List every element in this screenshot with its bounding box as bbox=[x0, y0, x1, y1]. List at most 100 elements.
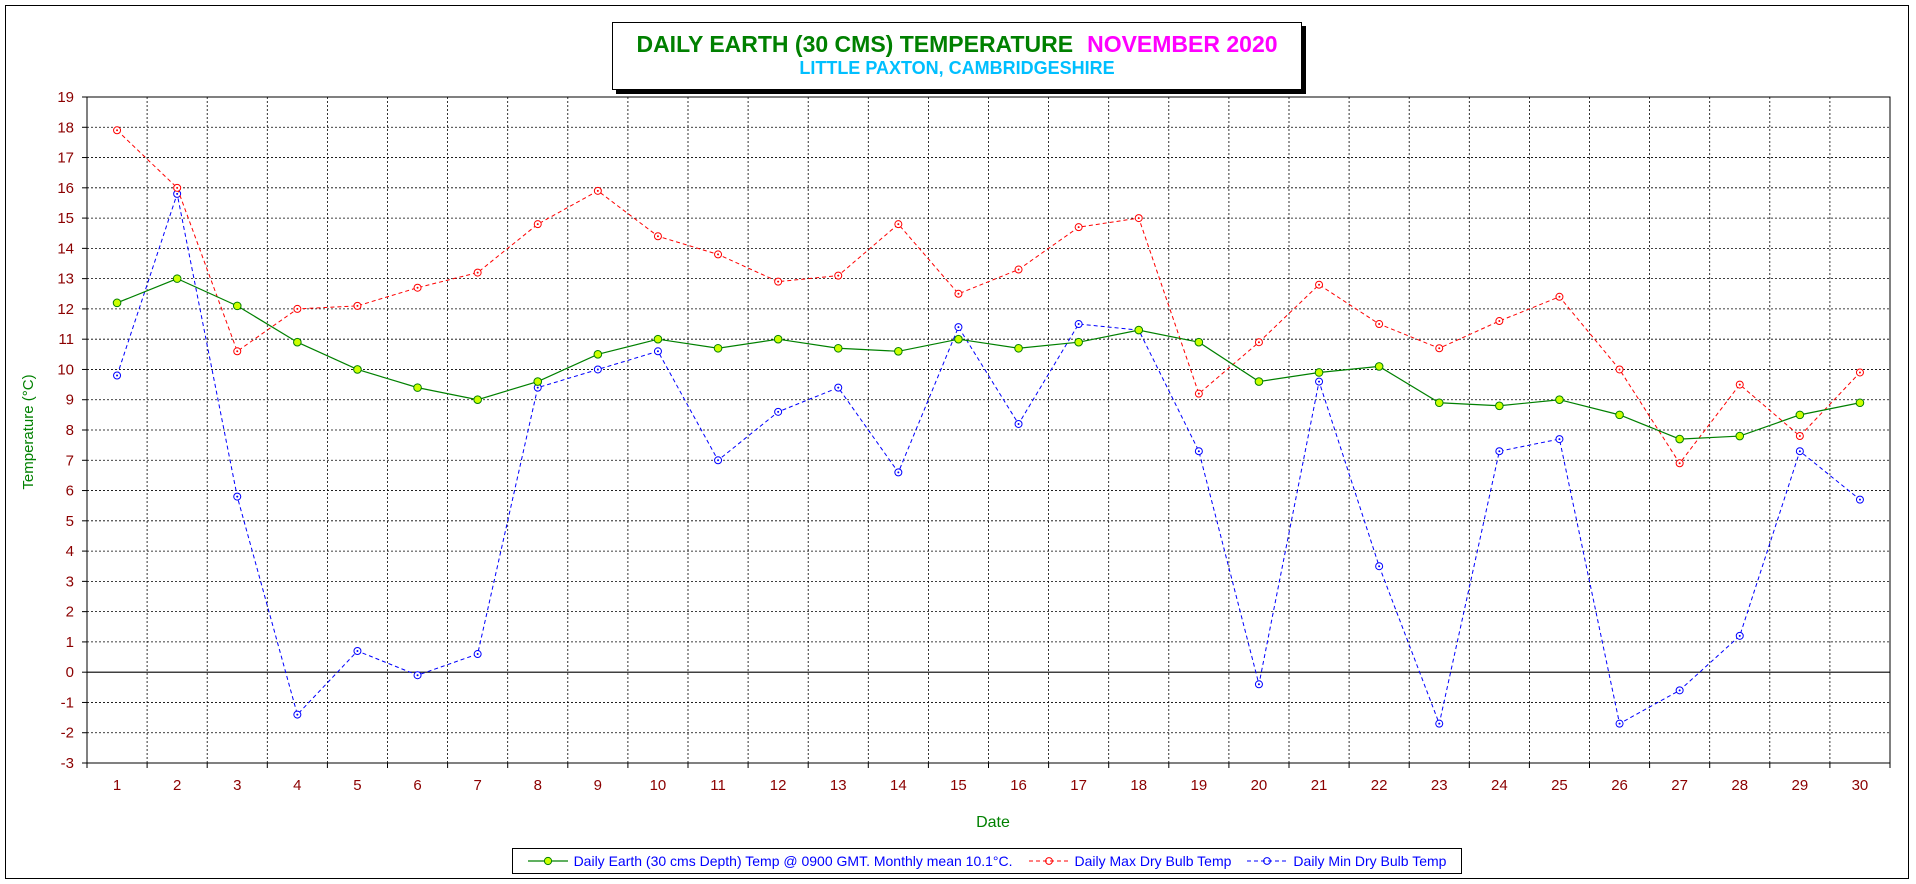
y-tick-label: 8 bbox=[66, 422, 74, 439]
data-point-earth-temp bbox=[112, 298, 122, 308]
x-tick-label: 7 bbox=[473, 777, 481, 794]
data-point-center-min-dry-bulb bbox=[897, 471, 900, 474]
data-point-earth-temp bbox=[1615, 410, 1624, 420]
data-point-earth-temp bbox=[1795, 410, 1805, 420]
data-point-center-max-dry-bulb bbox=[1618, 368, 1621, 371]
x-tick-label: 4 bbox=[293, 777, 301, 794]
data-point-center-max-dry-bulb bbox=[897, 223, 900, 226]
data-point-center-min-dry-bulb bbox=[1498, 450, 1501, 453]
y-tick-label: 13 bbox=[57, 271, 74, 288]
x-tick-label: 8 bbox=[534, 777, 542, 794]
x-tick-label: 10 bbox=[650, 777, 667, 794]
y-tick-label: 9 bbox=[66, 392, 74, 409]
data-point-center-max-dry-bulb bbox=[1558, 295, 1561, 298]
data-point-center-max-dry-bulb bbox=[1678, 462, 1681, 465]
chart-title: DAILY EARTH (30 CMS) TEMPERATURE bbox=[636, 31, 1074, 57]
x-tick-label: 13 bbox=[830, 777, 847, 794]
y-tick-label: -3 bbox=[61, 755, 74, 772]
data-point-center-max-dry-bulb bbox=[717, 253, 720, 256]
data-point-center-min-dry-bulb bbox=[1738, 634, 1741, 637]
data-point-earth-temp bbox=[1314, 368, 1324, 377]
data-point-earth-temp bbox=[1855, 398, 1865, 408]
data-point-earth-temp bbox=[653, 334, 663, 344]
legend-swatch-max bbox=[1028, 857, 1069, 865]
x-tick-label: 12 bbox=[770, 777, 787, 794]
data-point-center-max-dry-bulb bbox=[176, 186, 179, 189]
data-point-center-min-dry-bulb bbox=[1678, 689, 1681, 692]
chart-legend: Daily Earth (30 cms Depth) Temp @ 0900 G… bbox=[512, 848, 1462, 874]
data-point-earth-temp bbox=[1555, 395, 1564, 405]
data-point-earth-temp bbox=[1434, 398, 1444, 408]
legend-swatch-min bbox=[1247, 857, 1288, 865]
data-point-earth-temp bbox=[172, 274, 182, 283]
legend-item-earth: Daily Earth (30 cms Depth) Temp @ 0900 G… bbox=[527, 853, 1013, 869]
data-point-center-max-dry-bulb bbox=[1137, 217, 1140, 220]
data-point-center-max-dry-bulb bbox=[1798, 435, 1801, 438]
legend-item-max: Daily Max Dry Bulb Temp bbox=[1028, 853, 1231, 869]
data-point-center-max-dry-bulb bbox=[236, 350, 239, 353]
y-tick-label: -1 bbox=[61, 694, 74, 711]
x-tick-label: 5 bbox=[353, 777, 361, 794]
chart-title-box: DAILY EARTH (30 CMS) TEMPERATURE NOVEMBER… bbox=[612, 22, 1302, 90]
data-point-earth-temp bbox=[1495, 401, 1504, 411]
data-point-center-max-dry-bulb bbox=[1257, 341, 1260, 344]
data-point-center-min-dry-bulb bbox=[1798, 450, 1801, 453]
x-tick-label: 17 bbox=[1070, 777, 1087, 794]
data-point-earth-temp bbox=[894, 346, 903, 356]
x-tick-label: 3 bbox=[233, 777, 241, 794]
data-point-earth-temp bbox=[533, 377, 543, 386]
data-point-earth-temp bbox=[593, 350, 603, 359]
x-tick-label: 15 bbox=[950, 777, 967, 794]
x-tick-label: 26 bbox=[1611, 777, 1628, 794]
data-point-center-max-dry-bulb bbox=[1498, 320, 1501, 323]
data-point-center-min-dry-bulb bbox=[536, 386, 539, 389]
data-point-center-max-dry-bulb bbox=[536, 223, 539, 226]
data-point-earth-temp bbox=[954, 334, 963, 344]
x-tick-label: 11 bbox=[710, 777, 726, 794]
data-point-center-min-dry-bulb bbox=[656, 350, 659, 353]
data-point-center-max-dry-bulb bbox=[296, 307, 299, 310]
data-point-center-max-dry-bulb bbox=[957, 292, 960, 295]
y-tick-label: 1 bbox=[66, 634, 74, 651]
y-tick-label: 4 bbox=[66, 543, 74, 560]
data-point-center-max-dry-bulb bbox=[116, 129, 119, 132]
x-tick-label: 20 bbox=[1251, 777, 1268, 794]
x-tick-label: 1 bbox=[113, 777, 121, 794]
data-point-center-min-dry-bulb bbox=[236, 495, 239, 498]
y-tick-label: 0 bbox=[66, 664, 74, 681]
y-tick-label: 18 bbox=[57, 119, 74, 136]
x-tick-label: 19 bbox=[1191, 777, 1208, 794]
data-point-earth-temp bbox=[473, 395, 482, 405]
data-point-center-min-dry-bulb bbox=[1077, 323, 1080, 326]
y-tick-label: -2 bbox=[61, 725, 74, 742]
y-axis-title: Temperature (°C) bbox=[20, 374, 37, 489]
series-line-earth-temp bbox=[116, 277, 1861, 440]
y-tick-label: 5 bbox=[66, 513, 74, 530]
data-point-earth-temp bbox=[353, 365, 362, 374]
data-point-center-max-dry-bulb bbox=[1378, 323, 1381, 326]
x-axis-title: Date bbox=[976, 814, 1010, 831]
data-point-center-max-dry-bulb bbox=[416, 286, 419, 289]
data-point-center-max-dry-bulb bbox=[1197, 392, 1200, 395]
chart-title-month: NOVEMBER 2020 bbox=[1087, 31, 1278, 57]
data-point-center-min-dry-bulb bbox=[1558, 438, 1561, 441]
y-tick-label: 7 bbox=[66, 452, 74, 469]
y-tick-label: 16 bbox=[57, 180, 74, 197]
y-tick-label: 15 bbox=[57, 210, 74, 227]
data-point-center-max-dry-bulb bbox=[356, 304, 359, 307]
x-tick-label: 2 bbox=[173, 777, 181, 794]
data-point-earth-temp bbox=[1074, 337, 1083, 347]
data-point-center-max-dry-bulb bbox=[1738, 383, 1741, 386]
data-point-earth-temp bbox=[713, 343, 723, 353]
data-point-earth-temp bbox=[1134, 325, 1144, 335]
data-point-earth-temp bbox=[293, 337, 302, 347]
x-tick-label: 30 bbox=[1852, 777, 1869, 794]
data-point-center-min-dry-bulb bbox=[717, 459, 720, 462]
x-tick-label: 25 bbox=[1551, 777, 1568, 794]
x-tick-label: 24 bbox=[1491, 777, 1508, 794]
data-point-earth-temp bbox=[413, 383, 422, 392]
x-tick-label: 9 bbox=[594, 777, 602, 794]
y-tick-label: 11 bbox=[58, 331, 74, 348]
chart-subtitle: LITTLE PAXTON, CAMBRIDGESHIRE bbox=[799, 58, 1115, 78]
